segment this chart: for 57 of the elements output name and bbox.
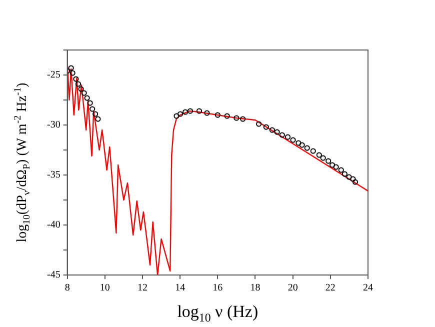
y-tick-label: -35 <box>46 170 60 181</box>
point <box>234 115 240 121</box>
point <box>68 65 74 71</box>
x-tick-label: 10 <box>100 282 110 294</box>
point <box>299 142 305 148</box>
point <box>204 110 210 116</box>
x-tick-label: 8 <box>64 282 70 294</box>
point <box>75 81 82 87</box>
point <box>78 86 84 92</box>
x-tick-label: 12 <box>138 282 148 294</box>
point <box>196 108 202 114</box>
point <box>316 152 322 158</box>
point <box>70 70 76 76</box>
point <box>284 134 291 140</box>
point <box>177 111 184 117</box>
y-tick-label: -45 <box>46 270 60 281</box>
point <box>214 112 220 118</box>
point <box>326 158 332 164</box>
x-tick-label: 14 <box>175 282 186 294</box>
point <box>95 116 101 122</box>
x-tick-label: 24 <box>363 282 373 294</box>
point <box>346 174 352 180</box>
point <box>92 111 98 117</box>
point <box>338 167 344 173</box>
point <box>263 124 269 130</box>
point <box>187 108 194 114</box>
point <box>90 106 96 112</box>
point <box>342 171 348 177</box>
y-tick-label: -25 <box>46 70 60 81</box>
point <box>174 113 180 119</box>
point <box>333 164 339 170</box>
point <box>81 90 87 96</box>
point <box>224 113 230 119</box>
point <box>329 162 336 168</box>
point <box>240 116 246 122</box>
y-tick-label: -30 <box>46 120 60 131</box>
point <box>352 179 358 185</box>
point <box>310 148 316 154</box>
point <box>182 109 188 115</box>
y-tick-label: -40 <box>46 220 60 231</box>
point <box>279 132 285 138</box>
point <box>274 129 280 135</box>
point <box>269 127 275 133</box>
x-tick-label: 20 <box>288 282 298 294</box>
point <box>320 155 326 161</box>
text: log10(dPν/dΩP) (W m-2 Hz-1) <box>12 82 32 242</box>
point <box>350 176 356 182</box>
x-tick-label: 16 <box>212 282 223 294</box>
point <box>73 76 79 82</box>
point <box>87 100 93 106</box>
x-tick-label: 18 <box>250 282 260 294</box>
point <box>256 121 262 127</box>
point <box>84 95 90 101</box>
x-tick-label: 22 <box>325 282 336 294</box>
point <box>290 137 296 143</box>
point <box>304 145 310 151</box>
point <box>296 140 302 146</box>
